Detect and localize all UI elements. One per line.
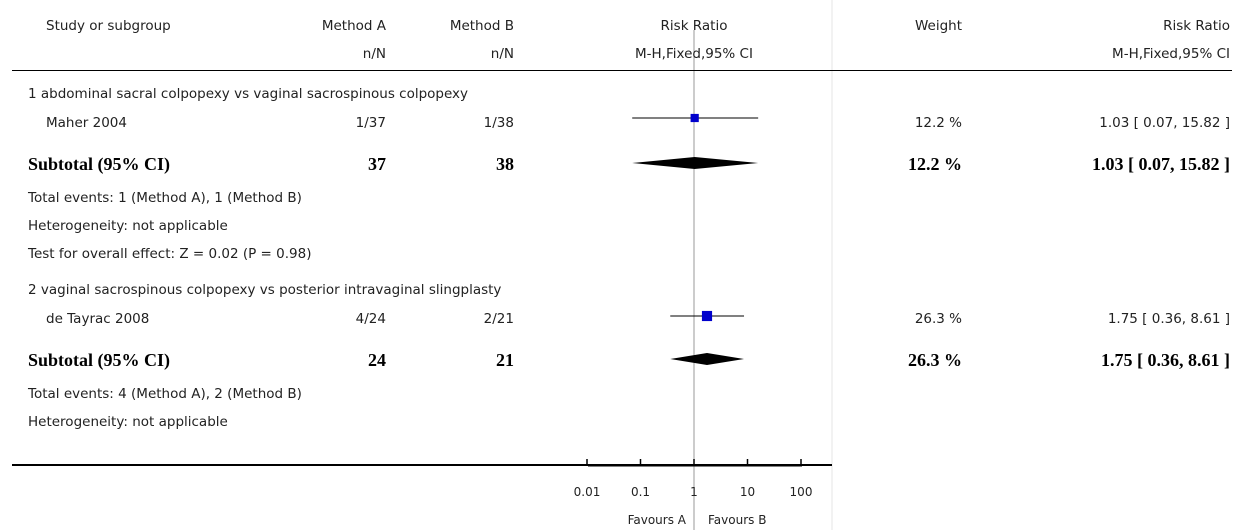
subtotal-method-b: 21 [496, 350, 514, 370]
footer-rule [12, 464, 832, 466]
header-method-a: Method A [321, 18, 386, 34]
header-risk-ratio-plot: Risk Ratio [660, 18, 728, 34]
header-nn-b: n/N [490, 46, 514, 62]
header-study: Study or subgroup [46, 18, 171, 34]
study-name: Maher 2004 [46, 115, 127, 131]
study-method-b: 2/21 [483, 311, 514, 327]
subtotal-label: Subtotal (95% CI) [28, 350, 171, 370]
study-weight: 26.3 % [914, 311, 962, 327]
study-ci: 1.03 [ 0.07, 15.82 ] [1099, 115, 1230, 131]
header-method-b: Method B [449, 18, 514, 34]
subtotal-weight: 26.3 % [908, 350, 962, 370]
study-method-a: 4/24 [355, 311, 386, 327]
subtotal-ci: 1.03 [ 0.07, 15.82 ] [1092, 154, 1230, 174]
note-heterogeneity: Heterogeneity: not applicable [28, 218, 228, 234]
study-name: de Tayrac 2008 [46, 311, 150, 327]
tick-label: 10 [740, 485, 755, 499]
favours-a-label: Favours A [627, 513, 686, 527]
study-marker [690, 113, 699, 123]
header-weight: Weight [914, 18, 962, 34]
subtotal-ci: 1.75 [ 0.36, 8.61 ] [1101, 350, 1230, 370]
note-total-events: Total events: 4 (Method A), 2 (Method B) [28, 386, 302, 402]
header-risk-ratio-text: Risk Ratio [1163, 18, 1230, 34]
tick-label: 0.01 [574, 485, 601, 499]
note-total-events: Total events: 1 (Method A), 1 (Method B) [28, 190, 302, 206]
favours-b-label: Favours B [708, 513, 767, 527]
tick-label: 1 [690, 485, 698, 499]
note-overall-effect: Test for overall effect: Z = 0.02 (P = 0… [28, 246, 312, 262]
study-method-a: 1/37 [355, 115, 386, 131]
header-rr-method-text: M-H,Fixed,95% CI [1112, 46, 1230, 62]
group-title: 2 vaginal sacrospinous colpopexy vs post… [28, 282, 502, 298]
study-ci: 1.75 [ 0.36, 8.61 ] [1107, 311, 1230, 327]
group-title: 1 abdominal sacral colpopexy vs vaginal … [28, 86, 469, 102]
study-marker [701, 310, 713, 322]
subtotal-method-b: 38 [496, 154, 514, 174]
subtotal-method-a: 37 [368, 154, 386, 174]
header-rr-method-plot: M-H,Fixed,95% CI [635, 46, 753, 62]
subtotal-method-a: 24 [368, 350, 386, 370]
study-method-b: 1/38 [483, 115, 514, 131]
study-weight: 12.2 % [914, 115, 962, 131]
subtotal-weight: 12.2 % [908, 154, 962, 174]
tick-label: 100 [790, 485, 813, 499]
header-rule [12, 70, 1232, 71]
note-heterogeneity: Heterogeneity: not applicable [28, 414, 228, 430]
subtotal-diamond [632, 157, 759, 169]
tick-label: 0.1 [631, 485, 650, 499]
header-nn-a: n/N [362, 46, 386, 62]
subtotal-diamond [670, 353, 745, 365]
subtotal-label: Subtotal (95% CI) [28, 154, 171, 174]
